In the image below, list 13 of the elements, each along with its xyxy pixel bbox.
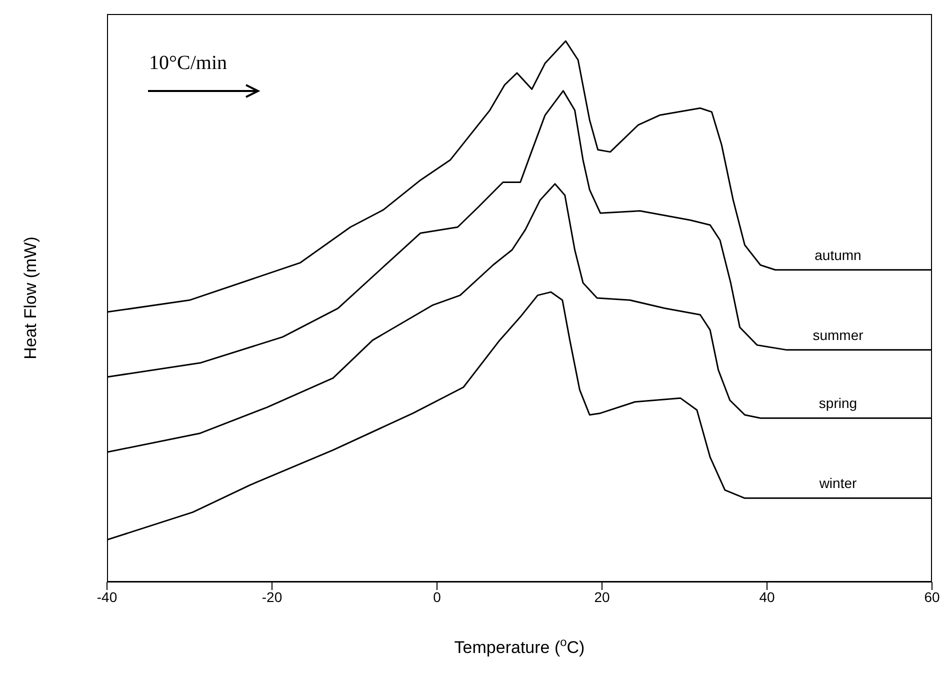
- x-tick-label: -40: [96, 588, 118, 605]
- series-label: spring: [818, 395, 858, 412]
- y-axis-title: Heat Flow (mW): [21, 236, 40, 360]
- series-label: summer: [812, 326, 864, 343]
- x-axis-title: Temperature ($^{o}$C): [454, 635, 585, 657]
- x-tick-label: 20: [594, 588, 610, 605]
- x-tick-label: 60: [924, 588, 940, 605]
- series-label: autumn: [814, 246, 862, 263]
- x-tick-label: -20: [262, 588, 282, 605]
- x-tick-label: 0: [433, 588, 442, 605]
- annotation: 10°C/min: [149, 52, 228, 75]
- x-tick-label: 40: [759, 588, 775, 605]
- series-label: winter: [818, 475, 858, 492]
